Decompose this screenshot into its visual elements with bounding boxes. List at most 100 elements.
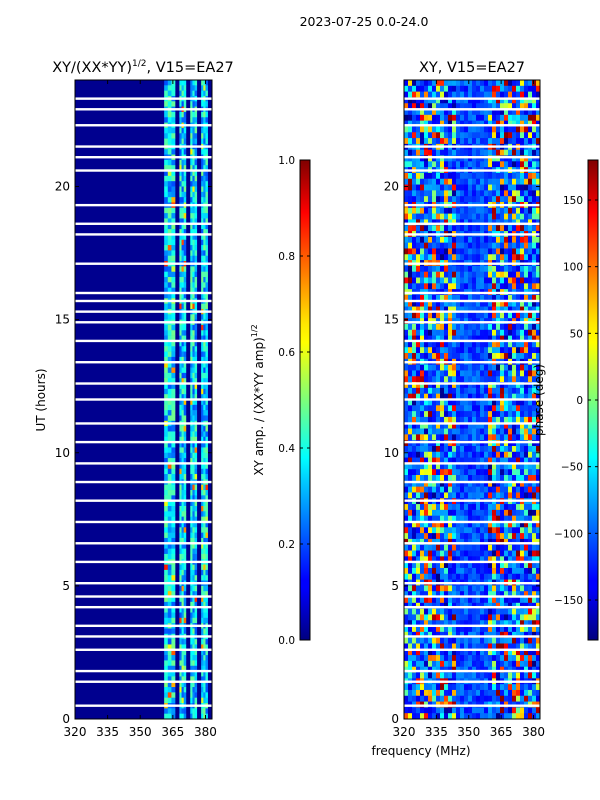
- amp-cell: [179, 394, 182, 400]
- phase-cell: [492, 132, 497, 139]
- amp-cell: [167, 564, 172, 571]
- amp-cell: [201, 458, 204, 464]
- phase-cell: [464, 184, 469, 191]
- amp-cell: [181, 575, 185, 581]
- amp-cell: [164, 671, 169, 677]
- phase-cell: [476, 527, 481, 534]
- amp-cell: [171, 569, 176, 576]
- phase-cell: [532, 655, 537, 662]
- amp-cell: [190, 346, 193, 352]
- amp-cell: [183, 303, 187, 310]
- amp-cell: [183, 474, 187, 480]
- phase-cell: [472, 236, 477, 243]
- phase-cell: [420, 277, 425, 284]
- amp-cell: [183, 111, 187, 118]
- phase-cell: [480, 155, 485, 162]
- phase-cell: [484, 97, 489, 104]
- phase-cell: [500, 207, 505, 214]
- amp-cell: [192, 175, 195, 182]
- phase-cell: [424, 283, 429, 290]
- phase-cell: [532, 422, 537, 429]
- phase-cell: [492, 341, 497, 348]
- phase-cell: [412, 236, 417, 243]
- phase-cell: [488, 277, 493, 284]
- phase-cell: [404, 451, 409, 458]
- amp-cell: [179, 537, 182, 544]
- phase-cell: [404, 184, 409, 191]
- flagged-time-row: [75, 222, 212, 225]
- phase-cell: [528, 196, 533, 203]
- phase-cell: [428, 85, 433, 92]
- phase-cell: [404, 538, 409, 546]
- amp-cell: [205, 660, 208, 667]
- amp-cell: [164, 468, 169, 475]
- phase-cell: [512, 341, 517, 348]
- phase-cell: [484, 533, 489, 540]
- phase-cell: [532, 207, 537, 214]
- amp-cell: [181, 511, 185, 517]
- phase-cell: [524, 527, 529, 534]
- phase-cell: [448, 544, 453, 551]
- phase-cell: [416, 521, 421, 528]
- phase-cell: [504, 434, 509, 441]
- phase-cell: [404, 91, 409, 98]
- phase-cell: [448, 248, 453, 255]
- phase-cell: [460, 434, 465, 441]
- phase-cell: [528, 660, 533, 668]
- phase-cell: [524, 649, 529, 656]
- amp-cell: [190, 639, 193, 645]
- phase-cell: [484, 620, 489, 627]
- amp-cell: [192, 340, 195, 347]
- amp-cell: [179, 484, 182, 491]
- phase-cell: [432, 236, 437, 243]
- amp-cell: [192, 330, 195, 336]
- phase-cell: [488, 469, 493, 476]
- phase-cell: [432, 196, 437, 203]
- amp-cell: [205, 85, 208, 91]
- amp-cell: [194, 111, 198, 118]
- phase-cell: [504, 370, 509, 377]
- phase-cell: [512, 649, 517, 656]
- amp-cell: [167, 181, 172, 187]
- phase-cell: [448, 445, 453, 453]
- phase-cell: [508, 637, 513, 644]
- phase-cell: [472, 643, 477, 650]
- amp-cell: [205, 170, 208, 177]
- amp-cell: [167, 191, 172, 198]
- amp-cell: [181, 500, 185, 507]
- phase-cell: [528, 248, 533, 255]
- phase-cell: [436, 585, 441, 592]
- phase-cell: [448, 405, 453, 412]
- phase-cell: [448, 643, 453, 650]
- phase-cell: [516, 469, 521, 476]
- amp-cell: [167, 186, 172, 193]
- phase-cell: [444, 178, 449, 185]
- phase-cell: [432, 416, 437, 424]
- phase-cell: [476, 120, 481, 127]
- phase-cell: [440, 138, 445, 145]
- phase-cell: [512, 591, 517, 598]
- phase-cell: [468, 236, 473, 243]
- phase-cell: [436, 155, 441, 162]
- phase-cell: [472, 591, 477, 598]
- amp-cell: [179, 303, 182, 310]
- amp-cell: [179, 506, 182, 512]
- phase-cell: [424, 556, 429, 563]
- phase-cell: [440, 312, 445, 319]
- phase-cell: [424, 614, 429, 621]
- amp-cell: [179, 713, 182, 720]
- phase-cell: [408, 219, 413, 226]
- amp-cell: [192, 266, 195, 272]
- phase-cell: [456, 527, 461, 534]
- amp-cell: [203, 527, 206, 533]
- phase-cell: [440, 85, 445, 92]
- phase-cell: [456, 312, 461, 319]
- phase-cell: [416, 335, 421, 342]
- phase-cell: [432, 486, 437, 493]
- amp-cell: [179, 575, 182, 581]
- phase-cell: [484, 666, 489, 673]
- phase-cell: [492, 271, 497, 278]
- phase-cell: [408, 364, 413, 371]
- phase-cell: [464, 457, 469, 464]
- amp-cell: [171, 655, 176, 661]
